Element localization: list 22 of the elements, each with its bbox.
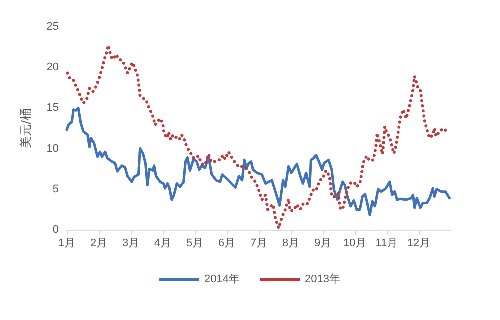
x-tick-label: 7月 bbox=[250, 238, 268, 250]
x-tick-label: 11月 bbox=[376, 238, 398, 250]
x-tick-label: 8月 bbox=[282, 238, 300, 250]
x-tick-label: 6月 bbox=[218, 238, 236, 250]
legend-label: 2014年 bbox=[204, 274, 240, 286]
x-tick-label: 1月 bbox=[58, 238, 76, 250]
x-tick-label: 10月 bbox=[343, 238, 367, 250]
line-series bbox=[66, 106, 451, 217]
x-tick-label: 4月 bbox=[154, 238, 172, 250]
y-tick-label: 25 bbox=[46, 21, 59, 33]
x-tick-label: 2月 bbox=[90, 238, 108, 250]
y-tick-label: 0 bbox=[52, 224, 59, 236]
y-tick-label: 10 bbox=[46, 142, 59, 155]
y-tick-label: 20 bbox=[46, 62, 59, 74]
y-tick-label: 15 bbox=[46, 102, 59, 114]
y-tick-label: 5 bbox=[52, 183, 59, 196]
legend-label: 2013年 bbox=[305, 274, 340, 286]
y-axis-title: 美元/桶 bbox=[19, 108, 33, 149]
x-tick-label: 9月 bbox=[314, 238, 332, 250]
x-tick-label: 3月 bbox=[122, 238, 140, 250]
x-tick-label: 12月 bbox=[407, 238, 431, 250]
x-tick-label: 5月 bbox=[186, 238, 204, 250]
